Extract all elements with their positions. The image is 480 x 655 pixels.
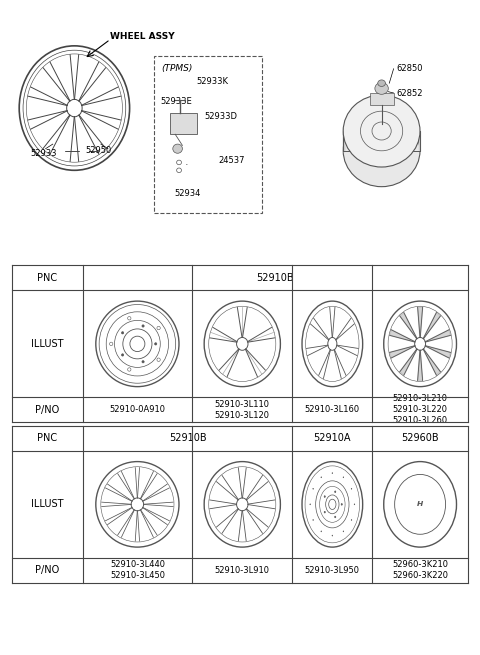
Polygon shape <box>418 350 422 381</box>
Ellipse shape <box>321 531 322 532</box>
Text: P/NO: P/NO <box>35 565 60 575</box>
Ellipse shape <box>354 504 355 505</box>
Ellipse shape <box>343 115 420 187</box>
Polygon shape <box>425 346 451 358</box>
Text: 24537: 24537 <box>218 156 245 165</box>
Text: ILLUST: ILLUST <box>31 499 63 510</box>
Text: 52933K: 52933K <box>197 77 229 86</box>
Text: 52934: 52934 <box>174 189 200 198</box>
Ellipse shape <box>343 95 420 167</box>
Text: ILLUST: ILLUST <box>31 339 63 349</box>
Ellipse shape <box>351 488 352 489</box>
Ellipse shape <box>375 83 388 94</box>
Text: P/NO: P/NO <box>35 405 60 415</box>
Ellipse shape <box>341 504 342 505</box>
Ellipse shape <box>310 504 311 505</box>
Polygon shape <box>423 312 441 339</box>
Text: 52910B: 52910B <box>169 434 206 443</box>
Text: 52960-3K210
52960-3K220: 52960-3K210 52960-3K220 <box>392 560 448 580</box>
Text: 52910-3L950: 52910-3L950 <box>305 566 360 575</box>
Ellipse shape <box>335 491 336 493</box>
Ellipse shape <box>155 343 157 345</box>
Polygon shape <box>418 307 422 337</box>
Polygon shape <box>425 329 451 342</box>
Text: 52910-3L910: 52910-3L910 <box>215 566 270 575</box>
Text: 52933D: 52933D <box>204 112 237 121</box>
Bar <box>170 113 197 134</box>
Text: 52910B: 52910B <box>256 273 294 283</box>
Ellipse shape <box>142 325 144 327</box>
Text: 52910-3L110
52910-3L120: 52910-3L110 52910-3L120 <box>215 400 270 420</box>
Text: .: . <box>184 157 188 168</box>
Ellipse shape <box>121 354 124 356</box>
Text: PNC: PNC <box>37 273 58 283</box>
Text: 52910-3L210
52910-3L220
52910-3L260: 52910-3L210 52910-3L220 52910-3L260 <box>393 394 448 426</box>
Text: PNC: PNC <box>37 434 58 443</box>
Text: 52960B: 52960B <box>401 434 439 443</box>
Text: 52910-3L160: 52910-3L160 <box>305 405 360 415</box>
Text: 62852: 62852 <box>396 88 422 98</box>
Ellipse shape <box>324 496 325 497</box>
Text: 52950: 52950 <box>85 146 111 155</box>
Text: 52910A: 52910A <box>313 434 351 443</box>
Polygon shape <box>400 349 417 375</box>
Text: 62850: 62850 <box>396 64 422 73</box>
Ellipse shape <box>335 516 336 518</box>
Ellipse shape <box>121 331 124 334</box>
Text: 52933: 52933 <box>30 149 57 159</box>
Text: 52910-0A910: 52910-0A910 <box>109 405 166 415</box>
Bar <box>154 56 262 213</box>
Ellipse shape <box>343 477 344 478</box>
Polygon shape <box>390 329 415 342</box>
Ellipse shape <box>332 473 333 474</box>
Polygon shape <box>390 346 415 358</box>
Polygon shape <box>423 349 441 375</box>
Text: 52910-3L440
52910-3L450: 52910-3L440 52910-3L450 <box>110 560 165 580</box>
Ellipse shape <box>142 361 144 363</box>
Ellipse shape <box>378 80 385 86</box>
Bar <box>370 93 394 105</box>
Ellipse shape <box>321 477 322 478</box>
Ellipse shape <box>332 535 333 536</box>
Text: (TPMS): (TPMS) <box>161 64 192 73</box>
Text: WHEEL ASSY: WHEEL ASSY <box>110 31 175 41</box>
Ellipse shape <box>173 144 182 153</box>
Polygon shape <box>419 131 420 151</box>
Ellipse shape <box>343 531 344 532</box>
Polygon shape <box>400 312 417 339</box>
Ellipse shape <box>324 512 325 513</box>
Text: H: H <box>417 501 423 508</box>
Ellipse shape <box>351 519 352 521</box>
Polygon shape <box>343 131 344 151</box>
Text: 52933E: 52933E <box>161 97 192 106</box>
